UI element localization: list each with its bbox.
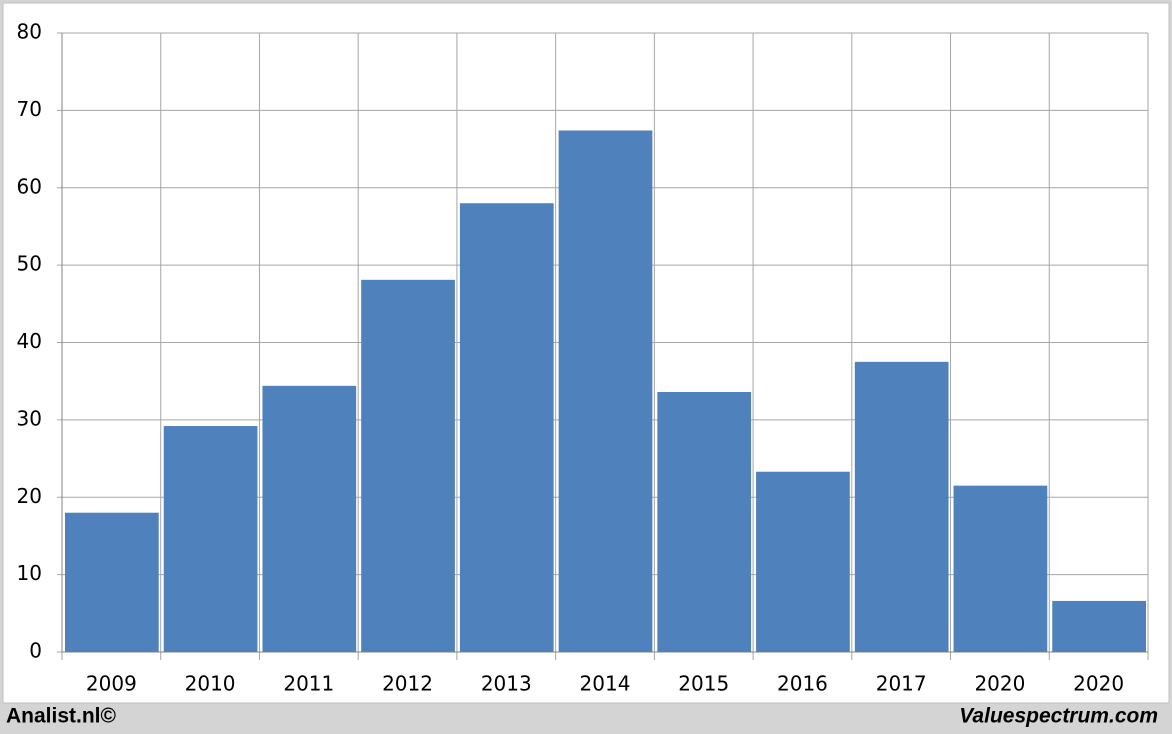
y-tick-label: 0 xyxy=(29,639,42,663)
bar xyxy=(1052,600,1146,652)
bar xyxy=(459,203,554,652)
y-tick-label: 50 xyxy=(17,252,42,276)
x-tick-label: 2011 xyxy=(283,672,334,696)
y-tick-label: 80 xyxy=(17,20,42,44)
x-tick-label: 2012 xyxy=(382,672,433,696)
bar xyxy=(756,471,850,652)
x-tick-label: 2016 xyxy=(777,672,828,696)
bar xyxy=(558,130,653,652)
footer-right: Valuespectrum.com xyxy=(959,705,1158,728)
y-tick-label: 20 xyxy=(17,484,42,508)
y-tick-label: 10 xyxy=(17,561,42,585)
x-tick-label: 2020 xyxy=(1073,672,1124,696)
bar xyxy=(953,485,1048,652)
x-tick-label: 2015 xyxy=(678,672,729,696)
x-tick-label: 2020 xyxy=(974,672,1025,696)
y-tick-label: 70 xyxy=(17,97,42,121)
bar xyxy=(657,392,752,652)
bar xyxy=(65,512,159,652)
y-tick-label: 40 xyxy=(17,329,42,353)
bar xyxy=(854,361,949,652)
bar xyxy=(163,426,258,652)
x-tick-label: 2014 xyxy=(580,672,631,696)
x-tick-label: 2010 xyxy=(185,672,236,696)
x-tick-label: 2009 xyxy=(86,672,137,696)
bar xyxy=(361,279,455,652)
x-tick-label: 2013 xyxy=(481,672,532,696)
x-tick-label: 2017 xyxy=(876,672,927,696)
footer-left: Analist.nl© xyxy=(6,705,117,728)
y-tick-label: 60 xyxy=(17,174,42,198)
y-tick-label: 30 xyxy=(17,406,42,430)
bar xyxy=(262,385,357,652)
